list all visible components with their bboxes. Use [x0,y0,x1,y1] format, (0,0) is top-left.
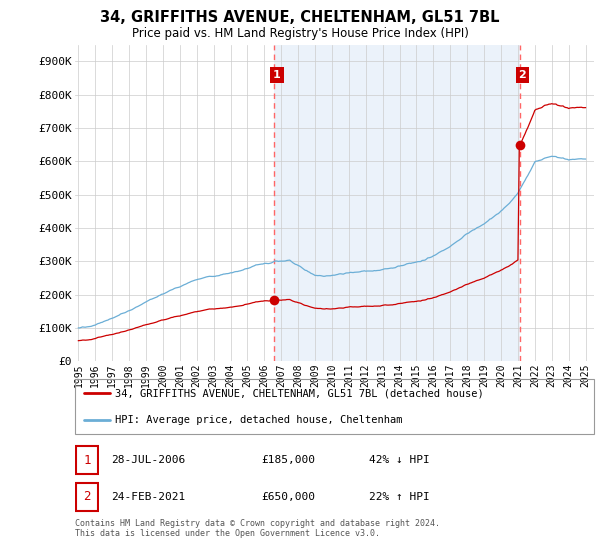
Text: 22% ↑ HPI: 22% ↑ HPI [369,492,430,502]
Text: 1: 1 [83,454,91,467]
Text: 2: 2 [83,490,91,503]
Text: 28-JUL-2006: 28-JUL-2006 [111,455,185,465]
Text: 34, GRIFFITHS AVENUE, CHELTENHAM, GL51 7BL (detached house): 34, GRIFFITHS AVENUE, CHELTENHAM, GL51 7… [115,389,484,398]
Bar [76,483,98,511]
Text: Contains HM Land Registry data © Crown copyright and database right 2024.
This d: Contains HM Land Registry data © Crown c… [75,519,440,538]
Text: Price paid vs. HM Land Registry's House Price Index (HPI): Price paid vs. HM Land Registry's House … [131,27,469,40]
Text: 42% ↓ HPI: 42% ↓ HPI [369,455,430,465]
Text: 1: 1 [273,70,281,80]
Text: £650,000: £650,000 [261,492,315,502]
Text: HPI: Average price, detached house, Cheltenham: HPI: Average price, detached house, Chel… [115,415,403,424]
Bar [274,45,520,361]
Text: £185,000: £185,000 [261,455,315,465]
Text: 34, GRIFFITHS AVENUE, CHELTENHAM, GL51 7BL: 34, GRIFFITHS AVENUE, CHELTENHAM, GL51 7… [100,10,500,25]
Text: 24-FEB-2021: 24-FEB-2021 [111,492,185,502]
Bar [76,446,98,474]
Text: 2: 2 [518,70,526,80]
